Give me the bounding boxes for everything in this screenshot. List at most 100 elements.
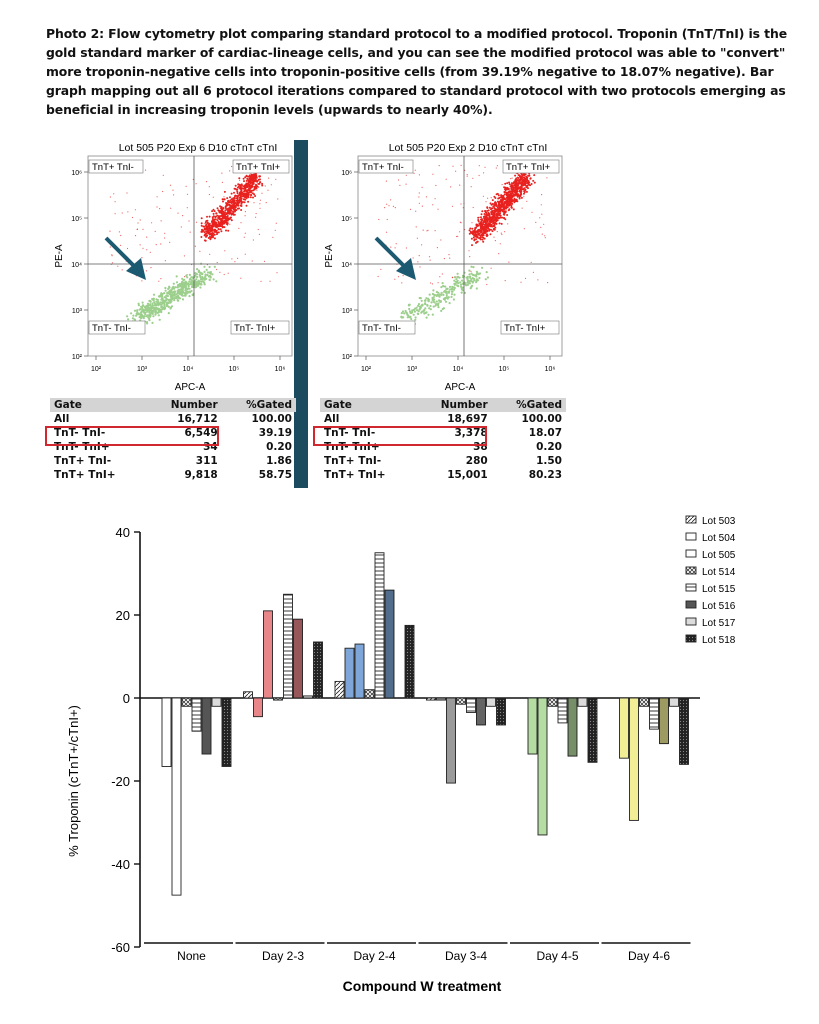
- legend-swatch: [685, 600, 697, 609]
- category-label: None: [177, 949, 206, 963]
- bar: [354, 643, 365, 699]
- bar: [456, 697, 466, 705]
- bar: [243, 691, 253, 699]
- table-cell: All: [324, 413, 340, 425]
- table-cell: 0.20: [536, 441, 562, 453]
- legend-swatch: [685, 532, 697, 541]
- quadrant-box: [500, 320, 560, 335]
- bar: [384, 589, 395, 699]
- bar: [253, 697, 263, 718]
- table-cell: TnT+ TnI+: [324, 469, 386, 481]
- bar: [527, 697, 538, 755]
- bar-shade: [568, 698, 577, 757]
- highlight-box: [313, 426, 487, 446]
- legend-label: Lot 516: [702, 601, 736, 612]
- table-cell: 15,001: [447, 469, 488, 481]
- y-tick-label: 40: [116, 525, 130, 540]
- gate-table-modified: Gate Number %Gated All 18,697 100.00 TnT- …: [320, 398, 566, 482]
- bar: [171, 697, 182, 896]
- bar: [619, 697, 629, 759]
- table-row: TnT- TnI- 3,378 18.07: [320, 426, 566, 440]
- bar: [587, 697, 598, 763]
- y-tick-label: 10²: [72, 354, 83, 361]
- bar: [537, 697, 548, 836]
- x-tick-label: 10³: [407, 366, 418, 373]
- bar: [577, 697, 588, 707]
- flow-plot-title: Lot 505 P20 Exp 6 D10 cTnT cTnI: [119, 142, 278, 154]
- bar: [211, 697, 222, 707]
- arrow-icon: [374, 236, 416, 280]
- y-tick-label: -20: [111, 774, 130, 789]
- x-tick-label: 10⁶: [545, 366, 556, 373]
- y-tick-label: 10⁶: [71, 170, 82, 177]
- bar: [344, 647, 355, 699]
- bar: [404, 624, 415, 699]
- quadrant-label-tl: TnT+ TnI-: [362, 162, 404, 173]
- axis-ticks: 10² 10³ 10⁴ 10⁵ 10⁶ 10⁶ 10⁵ 10⁴ 10³ 10²: [341, 170, 555, 373]
- y-tick-label: 0: [123, 691, 130, 706]
- bar: [161, 697, 172, 767]
- y-tick-label: 10⁵: [71, 216, 82, 223]
- arrow-icon: [104, 236, 146, 280]
- y-tick-label: 10⁵: [341, 216, 352, 223]
- table-row: TnT+ TnI- 280 1.50: [320, 454, 566, 468]
- figure-caption: Photo 2: Flow cytometry plot comparing s…: [46, 26, 788, 117]
- scatter-cells: [109, 164, 279, 327]
- table-row: TnT- TnI- 6,549 39.19: [50, 426, 296, 440]
- table-cell: 311: [195, 455, 218, 467]
- bar-series: [161, 552, 689, 896]
- legend-swatch: [685, 566, 697, 575]
- quadrant-box: [88, 159, 144, 174]
- table-cell: TnT- TnI-: [324, 427, 376, 439]
- table-cell: 39.19: [258, 427, 292, 439]
- quadrant-label-br: TnT- TnI+: [234, 323, 276, 334]
- scatter-cells: [377, 164, 549, 326]
- y-tick-label: 10³: [342, 308, 353, 315]
- bar: [181, 697, 192, 707]
- category-label: Day 2-3: [262, 949, 304, 963]
- bar: [639, 697, 649, 707]
- bar: [629, 697, 639, 821]
- bar: [191, 697, 202, 732]
- category-label: Day 2-4: [353, 949, 395, 963]
- bar: [547, 697, 558, 707]
- category-labels: None Day 2-3 Day 2-4 Day 3-4 Day 4-5 Day 4-6: [144, 942, 691, 963]
- legend-label: Lot 504: [702, 533, 736, 544]
- quadrant-label-bl: TnT- TnI-: [92, 323, 131, 334]
- table-cell: TnT+ TnI-: [324, 455, 382, 467]
- table-cell: 100.00: [521, 413, 562, 425]
- legend-swatch: [685, 515, 697, 524]
- quadrant-label-tr: TnT+ TnI+: [506, 162, 551, 173]
- bar: [649, 697, 659, 730]
- bar: [446, 697, 456, 784]
- y-tick-label: 10²: [342, 354, 353, 361]
- quadrant-box: [358, 320, 416, 335]
- table-row: All 18,697 100.00: [320, 412, 566, 426]
- legend-label: Lot 514: [702, 567, 736, 578]
- bar: [426, 697, 436, 701]
- table-header: %Gated: [221, 398, 296, 412]
- quadrant-box: [358, 159, 414, 174]
- x-tick-label: 10²: [91, 366, 102, 373]
- x-axis-label: Compound W treatment: [343, 978, 502, 994]
- table-cell: 1.86: [266, 455, 292, 467]
- axis-ticks: 10² 10³ 10⁴ 10⁵ 10⁶ 10⁶ 10⁵ 10⁴ 10³ 10²: [71, 170, 285, 373]
- quadrant-label-tl: TnT+ TnI-: [92, 162, 134, 173]
- table-header: Gate: [320, 398, 416, 412]
- table-row: TnT+ TnI+ 9,818 58.75: [50, 468, 296, 482]
- y-axis-label: PE-A: [324, 244, 335, 268]
- table-cell: 1.50: [536, 455, 562, 467]
- y-axis-label: PE-A: [54, 244, 65, 268]
- legend-swatch: [685, 549, 697, 558]
- table-cell: TnT- TnI-: [54, 427, 106, 439]
- x-axis-label: APC-A: [175, 382, 206, 393]
- y-axis: 40 20 0 -20 -40 -60: [111, 525, 700, 955]
- table-cell: All: [54, 413, 70, 425]
- y-tick-label: 20: [116, 608, 130, 623]
- table-cell: TnT+ TnI-: [54, 455, 112, 467]
- bar: [313, 641, 323, 699]
- table-header: Gate: [50, 398, 146, 412]
- bar: [303, 695, 313, 699]
- table-cell: 80.23: [528, 469, 562, 481]
- x-tick-label: 10⁶: [275, 366, 286, 373]
